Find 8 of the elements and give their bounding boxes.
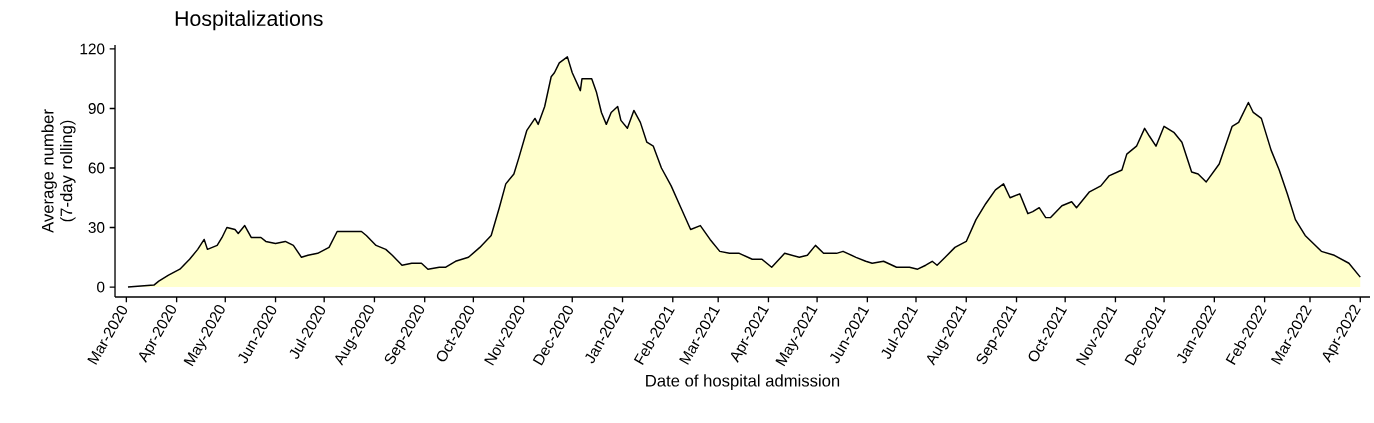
y-axis-title: Average number (7-day rolling) xyxy=(41,109,76,233)
chart-title: Hospitalizations xyxy=(175,10,323,31)
y-tick-label: 90 xyxy=(88,103,105,114)
y-tick-label: 0 xyxy=(97,281,105,293)
x-axis-title: Date of hospital admission xyxy=(646,374,840,390)
y-tick-label: 30 xyxy=(88,222,105,233)
y-tick-label: 120 xyxy=(80,43,105,55)
y-tick-label: 60 xyxy=(88,162,105,174)
